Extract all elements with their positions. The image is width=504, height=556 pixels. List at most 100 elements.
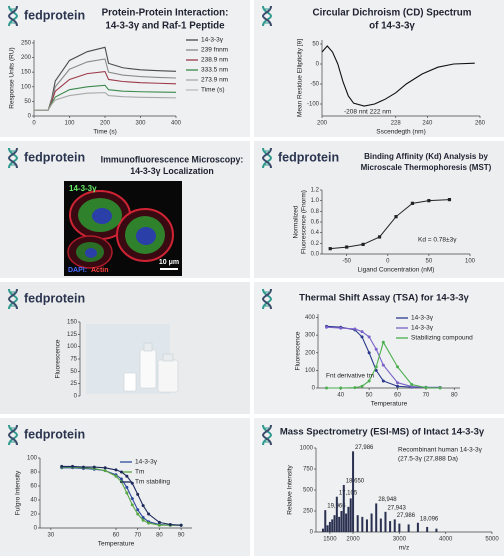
annotation: Kd = 0.78±3γ xyxy=(418,237,457,244)
point xyxy=(157,523,161,527)
panel xyxy=(254,0,504,137)
point xyxy=(130,497,134,501)
peak xyxy=(384,511,387,532)
x-tick-label: 100 xyxy=(465,259,476,265)
chart-title: Binding Affinity (Kd) Analysis by xyxy=(364,152,488,161)
x-tick-label: 50 xyxy=(366,393,373,399)
point xyxy=(157,520,161,524)
peak xyxy=(345,513,348,532)
peak xyxy=(375,503,378,532)
point xyxy=(136,492,140,496)
point xyxy=(179,523,183,527)
point xyxy=(360,330,364,334)
point xyxy=(141,518,145,522)
point xyxy=(114,474,118,478)
y-tick-label: 0.2 xyxy=(311,241,320,247)
peak xyxy=(342,484,345,532)
y-tick-label: 300 xyxy=(305,333,316,339)
panel xyxy=(254,282,504,414)
point xyxy=(339,326,343,330)
y-tick-label: 250 xyxy=(303,509,314,515)
peak xyxy=(331,519,334,532)
peak xyxy=(398,523,401,532)
x-tick-label: 1500 xyxy=(323,537,337,543)
point xyxy=(60,464,64,468)
peak xyxy=(389,521,392,532)
point xyxy=(377,235,382,239)
legend-label: 333.5 nm xyxy=(201,67,228,74)
brand: fedprotein xyxy=(24,150,85,164)
point xyxy=(447,198,452,202)
x-tick-label: 200 xyxy=(317,121,328,127)
point xyxy=(125,485,129,489)
y-axis-label: Fulgro Intensity xyxy=(15,470,22,515)
x-axis-label: Time (s) xyxy=(93,129,117,136)
peak xyxy=(338,516,341,532)
chart-title: Immunofluorescence Microscopy: xyxy=(101,154,244,164)
point xyxy=(410,382,414,386)
legend-label: Stabilizing compound xyxy=(411,335,473,342)
x-tick-label: 5000 xyxy=(485,537,499,543)
legend-label: 14-3-3γ xyxy=(411,325,434,332)
peak xyxy=(326,525,329,532)
point xyxy=(381,379,385,383)
chart-title: Protein-Protein Interaction: xyxy=(102,8,229,19)
y-tick-label: 0 xyxy=(74,394,78,400)
brand: fedprotein xyxy=(24,427,85,441)
point xyxy=(136,508,140,512)
line-series xyxy=(34,92,177,111)
peak-label: 18,650 xyxy=(346,479,365,485)
y-tick-label: -100 xyxy=(307,102,320,108)
peak xyxy=(321,528,324,532)
point xyxy=(438,386,442,390)
point xyxy=(410,385,414,389)
y-axis-label: Mean Residue Ellipticity [θ] xyxy=(297,39,304,117)
y-tick-label: 200 xyxy=(21,55,32,61)
x-tick-label: 70 xyxy=(134,533,141,539)
point xyxy=(394,215,398,219)
peak-label: 17,105 xyxy=(339,490,358,496)
legend-label: Tm stabiling xyxy=(135,479,170,486)
x-tick-label: 228 xyxy=(391,121,402,127)
point xyxy=(367,335,371,339)
y-axis-label: Normalized xyxy=(293,205,300,238)
chart-title: 14-3-3γ Localization xyxy=(130,166,214,176)
x-tick-label: 100 xyxy=(64,121,75,127)
y-tick-label: 100 xyxy=(21,84,32,90)
peak-label: 27,986 xyxy=(397,513,416,519)
x-tick-label: 80 xyxy=(451,393,458,399)
point xyxy=(424,386,428,390)
annotation: Recombinant human 14-3-3γ xyxy=(398,447,483,454)
chart-title: of 14-3-3γ xyxy=(369,20,415,31)
peak xyxy=(328,521,331,532)
point xyxy=(130,503,134,507)
y-tick-label: -50 xyxy=(310,82,319,88)
brand: fedprotein xyxy=(24,8,85,22)
stain-label: Actin xyxy=(91,267,109,274)
y-tick-label: 50 xyxy=(312,42,319,48)
peak xyxy=(407,524,410,532)
y-tick-label: 500 xyxy=(303,488,314,494)
peak xyxy=(347,506,350,532)
point xyxy=(325,325,329,329)
x-tick-label: 80 xyxy=(156,533,163,539)
x-tick-label: 3000 xyxy=(393,537,407,543)
point xyxy=(367,379,371,383)
y-tick-label: 150 xyxy=(67,320,78,326)
y-tick-label: 0 xyxy=(316,62,320,68)
y-tick-label: 150 xyxy=(21,70,32,76)
point xyxy=(168,523,172,526)
x-tick-label: 2000 xyxy=(346,537,360,543)
point xyxy=(381,363,385,367)
y-tick-label: 25 xyxy=(70,381,77,387)
point xyxy=(339,386,343,390)
point xyxy=(325,386,329,390)
chart-title: 14-3-3γ and Raf-1 Peptide xyxy=(105,20,225,31)
point xyxy=(374,347,378,351)
y-tick-label: 0 xyxy=(34,526,38,532)
legend-label: 238.9 nm xyxy=(201,57,228,64)
point xyxy=(427,199,431,203)
point xyxy=(147,521,151,525)
x-tick-label: 0 xyxy=(32,121,36,127)
legend-label: 14-3-3γ xyxy=(201,37,224,44)
